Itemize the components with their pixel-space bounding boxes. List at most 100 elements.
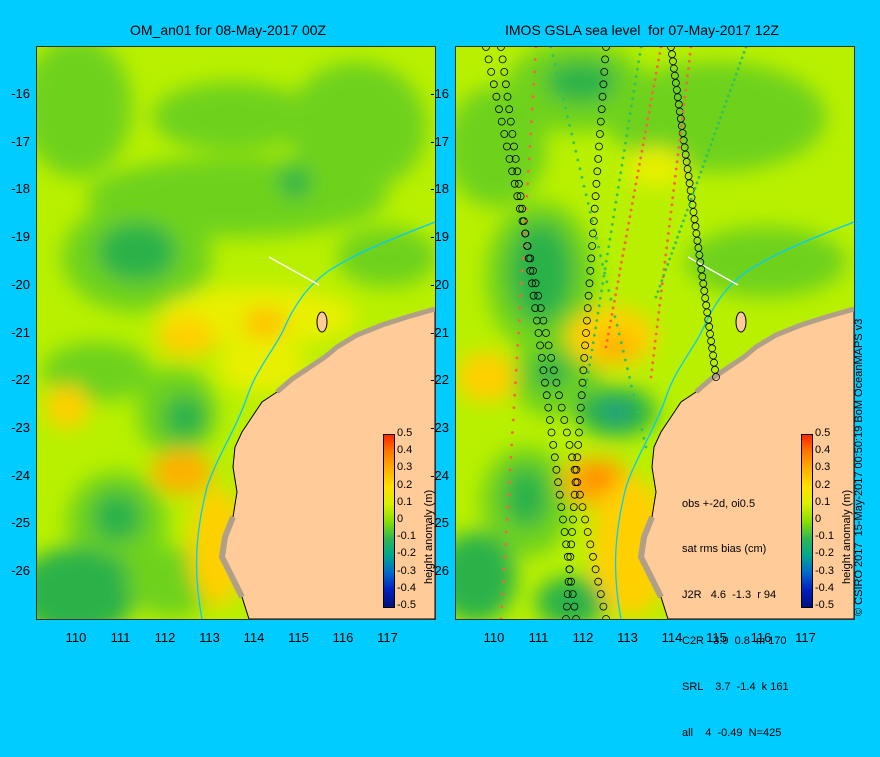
observation-marker	[482, 47, 490, 51]
observation-marker	[580, 353, 589, 362]
observation-marker	[566, 115, 569, 118]
colorbar-tick-label: 0.5	[815, 427, 831, 439]
observation-marker	[684, 88, 688, 92]
observation-marker	[517, 319, 521, 322]
longitude-tick-label: 112	[154, 630, 176, 645]
observation-marker	[576, 490, 584, 499]
observation-marker	[599, 602, 608, 611]
observation-marker	[587, 254, 596, 263]
observation-marker	[587, 370, 590, 374]
observation-marker	[686, 74, 689, 78]
observation-marker	[627, 221, 631, 225]
observation-marker	[586, 266, 595, 275]
observation-marker	[638, 53, 642, 56]
observation-marker	[560, 528, 569, 536]
observation-marker	[603, 267, 607, 271]
observation-marker	[510, 179, 519, 188]
observation-marker	[727, 94, 730, 98]
observation-marker	[508, 480, 511, 484]
observation-marker	[566, 552, 575, 561]
observation-marker	[497, 47, 505, 51]
longitude-tick-label: 113	[617, 630, 638, 645]
colorbar-tick-label: 0.3	[397, 461, 413, 474]
observation-marker	[489, 80, 498, 89]
observation-marker	[606, 252, 609, 256]
observation-marker	[657, 311, 661, 314]
observation-marker	[658, 52, 662, 55]
observation-marker	[508, 468, 512, 472]
observation-marker	[679, 131, 682, 135]
colorbar-tick-label: 0.3	[815, 461, 831, 474]
observation-marker	[635, 176, 639, 179]
latitude-tick-label: -21	[11, 324, 30, 340]
observation-marker	[636, 67, 639, 71]
observation-marker	[659, 296, 662, 300]
latitude-tick-label: -22	[430, 372, 449, 388]
observation-marker	[711, 138, 715, 141]
observation-marker	[528, 145, 532, 148]
observation-marker	[602, 274, 606, 278]
observation-marker	[675, 160, 679, 164]
observation-marker	[506, 117, 515, 126]
observation-marker	[549, 366, 558, 375]
observation-marker	[532, 82, 536, 86]
observation-marker	[680, 124, 683, 128]
observation-marker	[569, 515, 577, 524]
observation-marker	[589, 356, 593, 359]
observation-marker	[523, 232, 526, 235]
observation-marker	[508, 167, 516, 176]
observation-marker	[621, 156, 625, 160]
colorbar-tick-label: -0.5	[397, 599, 416, 611]
observation-marker	[559, 515, 567, 524]
observation-marker	[524, 254, 533, 263]
observation-marker	[664, 268, 668, 272]
colorbar-tick-label: -0.3	[397, 564, 416, 577]
observation-marker	[670, 203, 674, 207]
observation-marker	[484, 55, 493, 64]
observation-marker	[683, 214, 687, 217]
colorbar-tick-label: 0	[397, 513, 404, 525]
observation-marker	[636, 169, 640, 173]
colorbar-tick-label: -0.3	[815, 564, 834, 577]
observation-marker	[570, 490, 579, 499]
observation-marker	[565, 565, 574, 574]
observation-marker	[654, 332, 658, 336]
observation-marker	[581, 515, 590, 524]
observation-marker	[593, 167, 602, 176]
observation-marker	[594, 155, 603, 163]
observation-marker	[622, 247, 626, 251]
observation-marker	[619, 171, 623, 175]
observation-marker	[564, 106, 567, 110]
observation-marker	[537, 353, 546, 362]
longitude-tick-label: 114	[243, 630, 265, 645]
latitude-tick-label: -23	[430, 419, 449, 435]
coast-detail-south	[637, 515, 664, 599]
stats-row-srl: SRL 3.7 -1.4 k 161	[682, 681, 789, 694]
observation-marker	[516, 192, 525, 201]
latitude-tick-label: -25	[11, 515, 30, 531]
observation-marker	[568, 453, 576, 462]
observation-marker	[559, 89, 563, 92]
observation-marker	[662, 273, 666, 277]
observation-marker	[677, 146, 681, 149]
observation-marker	[501, 580, 505, 584]
observation-marker	[647, 110, 651, 114]
observation-marker	[673, 174, 677, 178]
observation-marker	[646, 117, 650, 121]
shelf-isobath	[614, 221, 854, 619]
observation-marker	[557, 403, 566, 412]
observation-marker	[520, 269, 524, 273]
observation-marker	[642, 136, 646, 140]
observation-marker	[589, 552, 597, 561]
observation-marker	[687, 203, 691, 207]
observation-marker	[653, 78, 657, 81]
observation-marker	[552, 465, 561, 474]
observation-marker	[597, 245, 600, 249]
observation-marker	[573, 453, 582, 462]
longitude-tick-label: 115	[706, 630, 727, 645]
colorbar-tick-label: 0.4	[815, 444, 831, 457]
observation-marker	[626, 228, 629, 232]
observation-marker	[598, 92, 607, 101]
observation-marker	[518, 204, 527, 213]
observation-marker	[634, 75, 638, 78]
